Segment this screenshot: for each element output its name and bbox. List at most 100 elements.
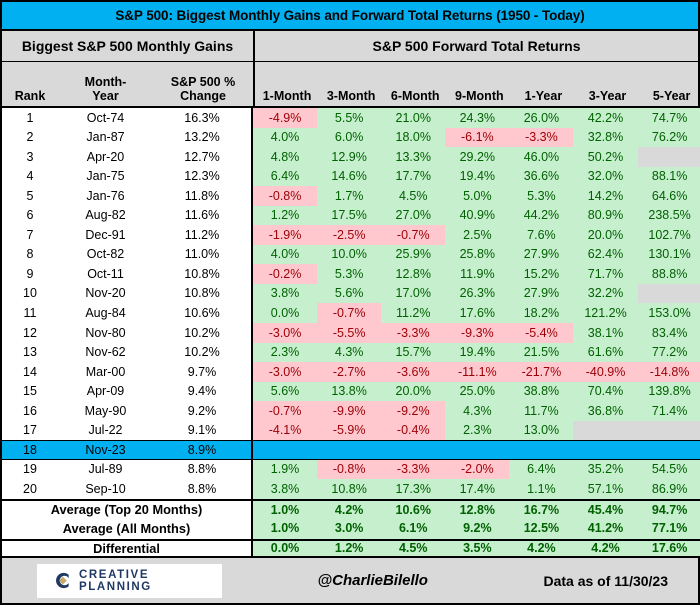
cell-return-4: 24.3% bbox=[445, 108, 510, 128]
cell-return-7: 77.2% bbox=[637, 342, 700, 363]
section-header-right: S&P 500 Forward Total Returns bbox=[372, 38, 581, 54]
row-left-group: 19 Jul-89 8.8% bbox=[2, 459, 253, 480]
cell-return-4: 29.2% bbox=[445, 147, 510, 167]
cell-change: 10.2% bbox=[184, 325, 220, 340]
cell-change: 9.7% bbox=[187, 364, 217, 379]
cell-return-1: 3.8% bbox=[253, 479, 318, 499]
cell-return-4: -2.0% bbox=[445, 459, 510, 480]
cell-change: 16.3% bbox=[184, 110, 220, 125]
cell-return-3: 17.3% bbox=[381, 479, 446, 499]
cell-return-2: 1.7% bbox=[317, 186, 382, 206]
summary-cell-3: 6.1% bbox=[381, 518, 446, 539]
row-left-group: 7 Dec-91 11.2% bbox=[2, 225, 253, 245]
row-returns-group: 4.0% 6.0% 18.0% -6.1% -3.3% 32.8% 76.2% bbox=[253, 127, 700, 148]
column-header-return-label: 3-Year bbox=[588, 89, 627, 104]
cell-return-5 bbox=[509, 441, 573, 459]
cell-rank: 20 bbox=[23, 481, 37, 496]
column-header-return-label: 6-Month bbox=[390, 89, 440, 104]
cell-return-6: 20.0% bbox=[573, 225, 638, 245]
cell-return-3: 11.2% bbox=[381, 303, 446, 324]
cell-return-7 bbox=[638, 441, 700, 459]
cell-month-year: Jul-89 bbox=[88, 462, 123, 477]
cell-change: 10.8% bbox=[184, 266, 220, 281]
cell-return-7: 71.4% bbox=[637, 401, 700, 421]
row-returns-group: -4.1% -5.9% -0.4% 2.3% 13.0% bbox=[253, 420, 700, 441]
cell-return-3: 13.3% bbox=[381, 147, 446, 167]
column-header-returns-group: 1-Month 3-Month 6-Month 9-Month 1-Year 3-Year… bbox=[255, 62, 700, 106]
cell-return-3: 4.5% bbox=[381, 186, 446, 206]
section-header-row: Biggest S&P 500 Monthly Gains S&P 500 Fo… bbox=[2, 31, 698, 62]
row-returns-group: 3.8% 10.8% 17.3% 17.4% 1.1% 57.1% 86.9% bbox=[253, 479, 700, 499]
cell-return-2: 6.0% bbox=[317, 127, 382, 148]
cell-return-2: 4.3% bbox=[317, 342, 382, 363]
row-left-group: 1 Oct-74 16.3% bbox=[2, 108, 253, 128]
row-returns-group: -0.7% -9.9% -9.2% 4.3% 11.7% 36.8% 71.4% bbox=[253, 401, 700, 421]
column-header-change-line1: S&P 500 % bbox=[170, 74, 236, 89]
row-returns-group: 3.8% 5.6% 17.0% 26.3% 27.9% 32.2% bbox=[253, 283, 700, 304]
cell-return-5: 5.3% bbox=[509, 186, 574, 206]
cell-month-year: Apr-20 bbox=[86, 149, 125, 164]
cell-return-4: 25.0% bbox=[445, 381, 510, 402]
row-left-group: 14 Mar-00 9.7% bbox=[2, 362, 253, 382]
row-returns-group: -0.2% 5.3% 12.8% 11.9% 15.2% 71.7% 88.8% bbox=[253, 264, 700, 284]
cell-rank: 2 bbox=[26, 130, 34, 145]
cell-return-3: 15.7% bbox=[381, 342, 446, 363]
column-header-left-group: Rank Month- Year S&P 500 % Change bbox=[2, 62, 255, 106]
column-header-return-5: 1-Year bbox=[511, 62, 575, 106]
cell-return-4: 2.5% bbox=[445, 225, 510, 245]
cell-return-5: 38.8% bbox=[509, 381, 574, 402]
cell-rank: 17 bbox=[23, 423, 37, 438]
cell-return-4: 17.6% bbox=[445, 303, 510, 324]
summary-cell-5: 12.5% bbox=[509, 518, 574, 539]
cell-return-3: 17.0% bbox=[381, 283, 446, 304]
summary-cell-5: 4.2% bbox=[509, 540, 574, 557]
summary-values-group: 0.0% 1.2% 4.5% 3.5% 4.2% 4.2% 17.6% bbox=[253, 540, 700, 557]
row-left-group: 15 Apr-09 9.4% bbox=[2, 381, 253, 402]
cell-return-6: 42.2% bbox=[573, 108, 638, 128]
cell-return-7 bbox=[637, 420, 700, 441]
cell-return-7: 64.6% bbox=[637, 186, 700, 206]
cell-return-6: 61.6% bbox=[573, 342, 638, 363]
cell-month-year: Nov-20 bbox=[85, 286, 126, 301]
cell-return-1 bbox=[253, 441, 317, 459]
cell-month-year: Apr-09 bbox=[86, 384, 125, 399]
cell-return-2: -5.5% bbox=[317, 323, 382, 343]
summary-cell-7: 77.1% bbox=[637, 518, 700, 539]
cell-change: 11.6% bbox=[184, 208, 220, 223]
cell-return-1: 1.2% bbox=[253, 205, 318, 226]
cell-return-7: 130.1% bbox=[637, 244, 700, 265]
column-header-month-year: Month- Year bbox=[58, 62, 153, 106]
cell-month-year: Aug-84 bbox=[85, 305, 126, 320]
table-row: 19 Jul-89 8.8% 1.9% -0.8% -3.3% -2.0% 6.4% 35.2%… bbox=[2, 459, 700, 480]
column-header-return-4: 9-Month bbox=[447, 62, 511, 106]
cell-return-2: 5.3% bbox=[317, 264, 382, 284]
summary-cell-4: 12.8% bbox=[445, 500, 510, 519]
cell-return-2: -2.7% bbox=[317, 362, 382, 382]
summary-cell-4: 3.5% bbox=[445, 540, 510, 557]
cell-change: 12.3% bbox=[184, 169, 220, 184]
cell-return-5: 26.0% bbox=[509, 108, 574, 128]
cell-rank: 5 bbox=[26, 188, 34, 203]
cell-rank: 6 bbox=[26, 208, 34, 223]
column-header-return-label: 5-Year bbox=[652, 89, 691, 104]
table-row: 1 Oct-74 16.3% -4.9% 5.5% 21.0% 24.3% 26.0% 42.2… bbox=[2, 108, 700, 128]
cell-return-6: 57.1% bbox=[573, 479, 638, 499]
cell-return-2: -9.9% bbox=[317, 401, 382, 421]
cell-return-6: 32.0% bbox=[573, 166, 638, 187]
cell-month-year: Nov-23 bbox=[85, 442, 126, 457]
cell-return-5: 15.2% bbox=[509, 264, 574, 284]
cell-return-6: 71.7% bbox=[573, 264, 638, 284]
cell-return-7: 86.9% bbox=[637, 479, 700, 499]
cell-return-7: -14.8% bbox=[637, 362, 700, 382]
cell-return-7: 238.5% bbox=[637, 205, 700, 226]
row-returns-group: 4.8% 12.9% 13.3% 29.2% 46.0% 50.2% bbox=[253, 147, 700, 167]
cell-return-7: 76.2% bbox=[637, 127, 700, 148]
cell-rank: 12 bbox=[23, 325, 37, 340]
cell-return-6 bbox=[573, 441, 637, 459]
table-row: 7 Dec-91 11.2% -1.9% -2.5% -0.7% 2.5% 7.6% 20.0%… bbox=[2, 225, 700, 245]
cell-return-1: -0.2% bbox=[253, 264, 318, 284]
table-row: 11 Aug-84 10.6% 0.0% -0.7% 11.2% 17.6% 18.2% 121… bbox=[2, 303, 700, 324]
cell-return-4: -11.1% bbox=[445, 362, 510, 382]
summary-cell-6: 41.2% bbox=[573, 518, 638, 539]
cell-month-year: Sep-10 bbox=[85, 481, 126, 496]
